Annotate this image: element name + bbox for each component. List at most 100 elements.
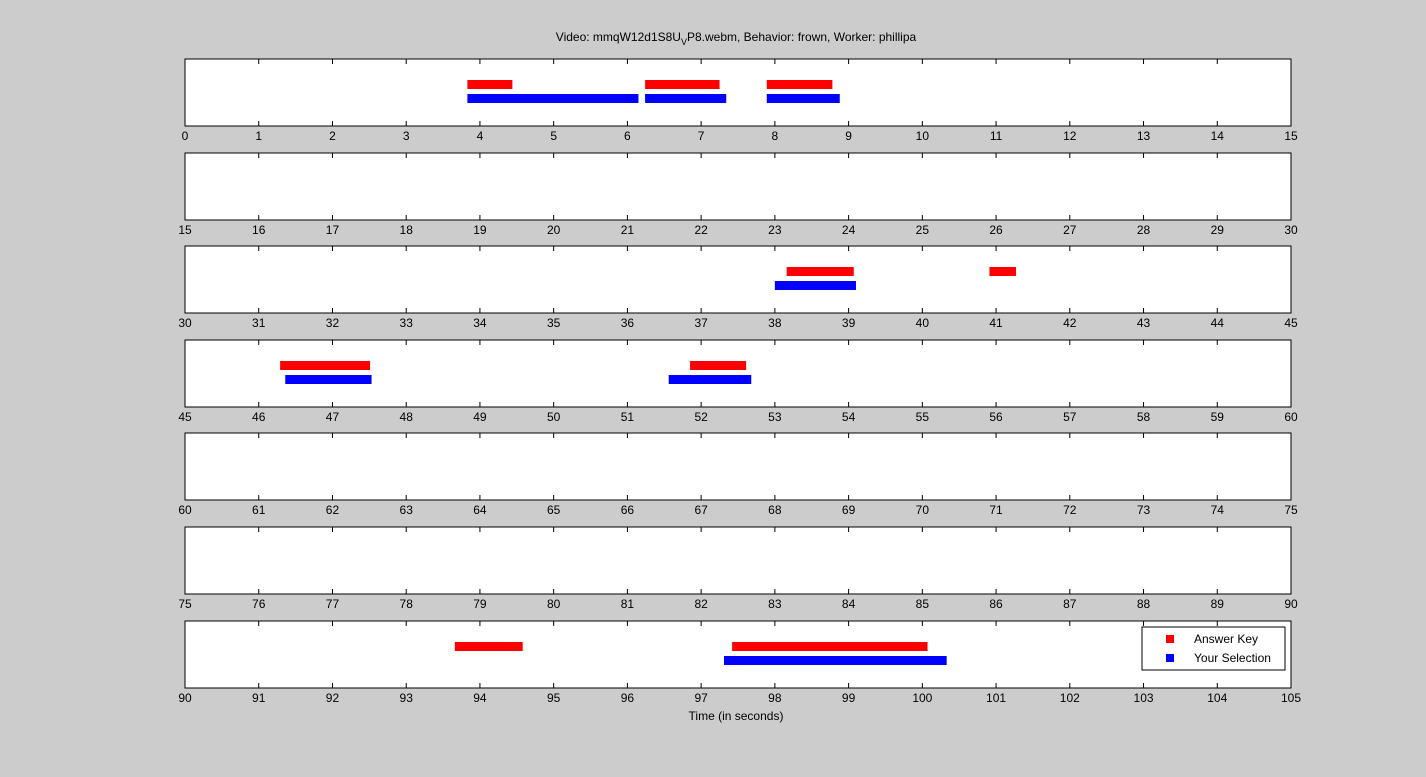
your-selection-bar [774,281,856,290]
title-rest: P8.webm, Behavior: frown, Worker: philli… [687,30,917,44]
tick-label: 88 [1137,597,1151,611]
tick-label: 68 [768,503,782,517]
tick-label: 59 [1211,410,1225,424]
tick-label: 12 [1063,129,1077,143]
legend-answer-key-swatch [1166,635,1174,643]
tick-label: 84 [842,597,856,611]
answer-key-bar [467,80,513,89]
tick-label: 33 [400,316,414,330]
tick-label: 53 [768,410,782,424]
tick-label: 0 [182,129,189,143]
tick-label: 77 [326,597,340,611]
tick-label: 74 [1211,503,1225,517]
tick-label: 71 [989,503,1003,517]
tick-label: 97 [694,691,708,705]
answer-key-bar [989,267,1016,276]
timeline-panel: 45 46 47 48 49 50 51 52 53 54 55 56 57 58 59 60 [178,339,1298,424]
tick-label: 6 [624,129,631,143]
tick-label: 90 [1284,597,1298,611]
tick-label: 22 [694,223,708,237]
tick-label: 75 [178,597,192,611]
timeline-panel: 0 1 2 3 4 5 6 7 8 9 10 11 12 13 14 15 [182,58,1298,143]
tick-label: 16 [252,223,266,237]
timeline-panel: 75 76 77 78 79 80 81 82 83 84 85 86 87 88 89 90 [178,526,1298,611]
tick-label: 99 [842,691,856,705]
your-selection-bar [467,94,639,103]
panel-frame [184,526,1292,595]
answer-key-bar [732,642,928,651]
tick-label: 28 [1137,223,1151,237]
tick-label: 15 [1284,129,1298,143]
tick-label: 38 [768,316,782,330]
tick-label: 44 [1211,316,1225,330]
tick-label: 45 [1284,316,1298,330]
x-axis-label: Time (in seconds) [689,709,784,723]
tick-label: 14 [1211,129,1225,143]
tick-label: 23 [768,223,782,237]
tick-label: 94 [473,691,487,705]
panel-frame [184,339,1292,408]
tick-label: 21 [621,223,635,237]
tick-label: 41 [989,316,1003,330]
panel-frame [184,620,1292,689]
tick-label: 13 [1137,129,1151,143]
answer-key-bar [690,361,747,370]
tick-label: 63 [400,503,414,517]
tick-label: 56 [989,410,1003,424]
your-selection-bar [645,94,727,103]
tick-label: 90 [178,691,192,705]
tick-label: 47 [326,410,340,424]
tick-label: 9 [845,129,852,143]
tick-label: 26 [989,223,1003,237]
tick-label: 60 [178,503,192,517]
tick-label: 89 [1211,597,1225,611]
tick-label: 87 [1063,597,1077,611]
legend-answer-key-label: Answer Key [1194,632,1258,646]
tick-label: 92 [326,691,340,705]
tick-label: 7 [698,129,705,143]
tick-label: 20 [547,223,561,237]
tick-label: 49 [473,410,487,424]
answer-key-bar [454,642,523,651]
tick-label: 24 [842,223,856,237]
tick-label: 4 [477,129,484,143]
tick-label: 52 [694,410,708,424]
tick-label: 91 [252,691,266,705]
tick-label: 102 [1060,691,1080,705]
tick-label: 73 [1137,503,1151,517]
tick-label: 105 [1281,691,1301,705]
tick-label: 67 [694,503,708,517]
tick-label: 10 [916,129,930,143]
answer-key-bar [280,361,371,370]
tick-label: 34 [473,316,487,330]
tick-label: 18 [400,223,414,237]
panel-frame [184,432,1292,501]
title-main: Video: mmqW12d1S8U [556,30,681,44]
tick-label: 95 [547,691,561,705]
tick-label: 80 [547,597,561,611]
panel-frame [184,152,1292,221]
tick-label: 96 [621,691,635,705]
tick-label: 78 [400,597,414,611]
tick-label: 30 [1284,223,1298,237]
tick-label: 15 [178,223,192,237]
tick-label: 64 [473,503,487,517]
tick-label: 103 [1134,691,1154,705]
tick-label: 2 [329,129,336,143]
answer-key-bar [786,267,854,276]
tick-label: 8 [772,129,779,143]
legend-box [1141,626,1286,671]
tick-label: 17 [326,223,340,237]
timeline-panel: 60 61 62 63 64 65 66 67 68 69 70 71 72 73 74 75 [178,432,1298,517]
panel-frame [184,245,1292,314]
title-subscript: V [681,37,687,47]
tick-label: 83 [768,597,782,611]
tick-label: 75 [1284,503,1298,517]
tick-label: 61 [252,503,266,517]
tick-label: 65 [547,503,561,517]
tick-label: 3 [403,129,410,143]
tick-label: 60 [1284,410,1298,424]
tick-label: 39 [842,316,856,330]
